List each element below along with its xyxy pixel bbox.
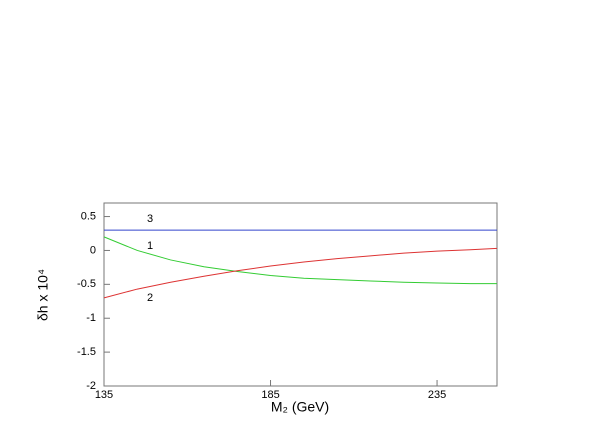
y-tick-label: 0 <box>90 244 96 256</box>
y-tick-label: 0.5 <box>81 210 96 222</box>
series-line <box>103 247 498 299</box>
y-tick-label: -0.5 <box>77 278 96 290</box>
series-label: 2 <box>147 292 153 304</box>
x-tick-label: 135 <box>95 389 113 401</box>
x-tick-label: 235 <box>428 389 446 401</box>
y-tick-label: -1 <box>86 312 96 324</box>
series-label: 1 <box>147 240 153 252</box>
y-tick-label: -2 <box>86 380 96 392</box>
y-tick-label: -1.5 <box>77 346 96 358</box>
x-tick-label: 185 <box>261 389 279 401</box>
series-label: 3 <box>147 213 153 225</box>
plot-frame <box>103 202 498 387</box>
y-axis-label: δh x 10⁴ <box>35 269 51 321</box>
x-axis-label: M₂ (GeV) <box>271 399 329 415</box>
series-line <box>103 236 497 285</box>
